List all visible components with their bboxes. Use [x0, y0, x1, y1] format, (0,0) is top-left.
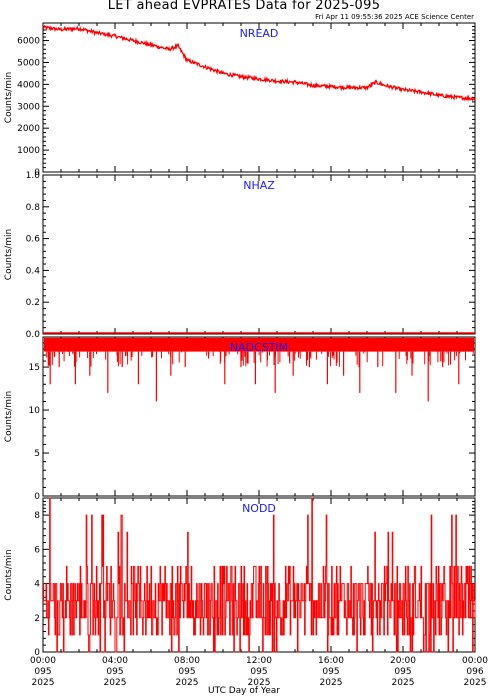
x-tick-label-doy: 096 [466, 667, 483, 677]
nodd-ytick-label: 8 [34, 511, 40, 521]
x-axis-label: UTC Day of Year [208, 686, 280, 696]
nadcstim-series-label: NADCSTIM [230, 341, 288, 354]
nread-ytick-label: 2000 [17, 124, 40, 134]
nread-series-label: NREAD [240, 27, 279, 40]
nadcstim-series-ticks [46, 350, 474, 368]
nodd-ytick-label: 0 [34, 648, 40, 658]
nodd-ytick-label: 4 [34, 580, 40, 590]
nhaz-ytick-label: 0.2 [26, 298, 40, 308]
x-tick-label-time: 08:00 [174, 656, 200, 666]
x-tick-label-doy: 095 [250, 667, 267, 677]
nread-ytick-label: 6000 [17, 37, 40, 47]
nhaz-series-label: NHAZ [243, 179, 275, 192]
nread-ytick-label: 1000 [17, 146, 40, 156]
nadcstim-ytick-label: 5 [34, 449, 40, 459]
nread-ytick-label: 0 [34, 168, 40, 178]
chart-subtitle: Fri Apr 11 09:55:36 2025 ACE Science Cen… [315, 13, 474, 21]
nhaz-ytick-label: 1.0 [26, 171, 41, 181]
x-tick-label-time: 16:00 [318, 656, 344, 666]
x-tick-label-year: 2025 [248, 678, 271, 688]
nodd-ytick-label: 6 [34, 545, 40, 555]
nread-series-line [42, 24, 476, 102]
nhaz-ytick-label: 0.0 [26, 330, 41, 340]
nadcstim-ytick-label: 15 [29, 363, 40, 373]
nhaz-ytick-label: 0.8 [26, 203, 41, 213]
chart-title: LET ahead EVPRATES Data for 2025-095 [107, 0, 381, 13]
x-tick-label-year: 2025 [176, 678, 199, 688]
nadcstim-ytick-label: 0 [34, 492, 40, 502]
x-tick-label-time: 00:00 [30, 656, 56, 666]
nhaz-ytick-label: 0.6 [26, 235, 41, 245]
nodd-ytick-label: 2 [34, 614, 40, 624]
nadcstim-ytick-label: 10 [29, 406, 41, 416]
x-tick-label-year: 2025 [320, 678, 343, 688]
nhaz-ylabel: Counts/min [4, 229, 14, 280]
x-tick-label-year: 2025 [464, 678, 487, 688]
x-tick-label-year: 2025 [392, 678, 415, 688]
x-tick-label-year: 2025 [32, 678, 55, 688]
nread-frame [42, 22, 476, 173]
nread-ylabel: Counts/min [4, 72, 14, 123]
x-tick-label-doy: 095 [394, 667, 411, 677]
nread-ytick-label: 3000 [17, 102, 40, 112]
nread-ytick-label: 5000 [17, 58, 40, 68]
x-tick-label-doy: 095 [34, 667, 51, 677]
nodd-series-label: NODD [242, 502, 276, 515]
x-tick-label-time: 00:00 [462, 656, 488, 666]
x-tick-label-year: 2025 [104, 678, 127, 688]
nadcstim-series-band [44, 337, 474, 352]
nodd-ylabel: Counts/min [4, 549, 14, 600]
x-tick-label-time: 04:00 [102, 656, 128, 666]
nhaz-frame [42, 174, 476, 335]
nodd-series-line [43, 497, 476, 653]
x-tick-label-time: 20:00 [390, 656, 416, 666]
x-tick-label-doy: 095 [178, 667, 195, 677]
nhaz-ytick-label: 0.4 [26, 266, 41, 276]
x-tick-label-time: 12:00 [246, 656, 272, 666]
x-tick-label-doy: 095 [106, 667, 123, 677]
x-tick-label-doy: 095 [322, 667, 339, 677]
nadcstim-ylabel: Counts/min [4, 391, 14, 442]
nread-ytick-label: 4000 [17, 80, 40, 90]
